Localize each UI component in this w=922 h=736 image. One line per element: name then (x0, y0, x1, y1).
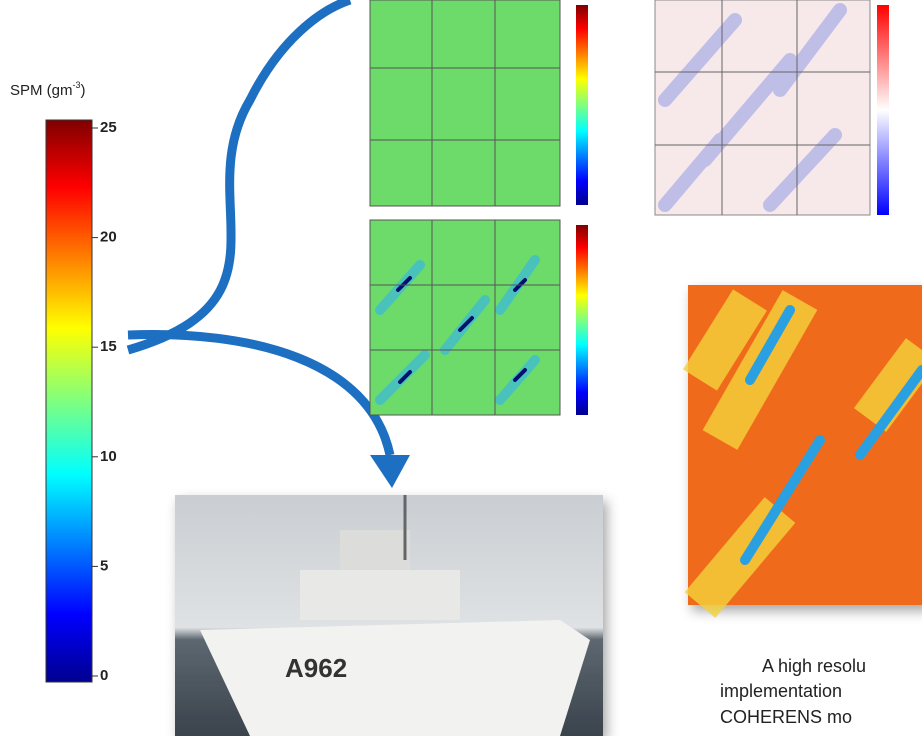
map-colorbar (877, 5, 889, 215)
caption-line: A high resolu (762, 656, 866, 676)
colorbar-tick-label: 0 (100, 667, 108, 684)
arrow (128, 0, 350, 350)
ship-label: A962 (285, 653, 347, 683)
map-colorbar (576, 5, 588, 205)
page: SPM (gm-3) 0 5 10 15 20 25 A962 A high resolu… (0, 0, 922, 736)
ship-bridge (340, 530, 410, 570)
colorbar-tick-label: 25 (100, 119, 117, 136)
arrow (128, 334, 390, 455)
colorbar (46, 120, 92, 682)
arrow-head (370, 455, 410, 488)
colorbar-title: SPM (gm-3) (10, 80, 86, 99)
colorbar-ticks: 0 5 10 15 20 25 (92, 119, 117, 684)
colorbar-tick-label: 5 (100, 557, 108, 574)
colorbar-tick-label: 10 (100, 448, 117, 465)
map-colorbar (576, 225, 588, 415)
caption-line: implementation (720, 681, 842, 701)
ship-superstructure (300, 570, 460, 620)
map-panel (370, 0, 560, 206)
colorbar-tick-label: 20 (100, 229, 117, 246)
slide: SPM (gm-3) 0 5 10 15 20 25 A962 A high resolu… (0, 0, 922, 736)
caption-line: COHERENS mo (720, 707, 852, 727)
colorbar-tick-label: 15 (100, 338, 117, 355)
ship-hull (200, 620, 590, 736)
